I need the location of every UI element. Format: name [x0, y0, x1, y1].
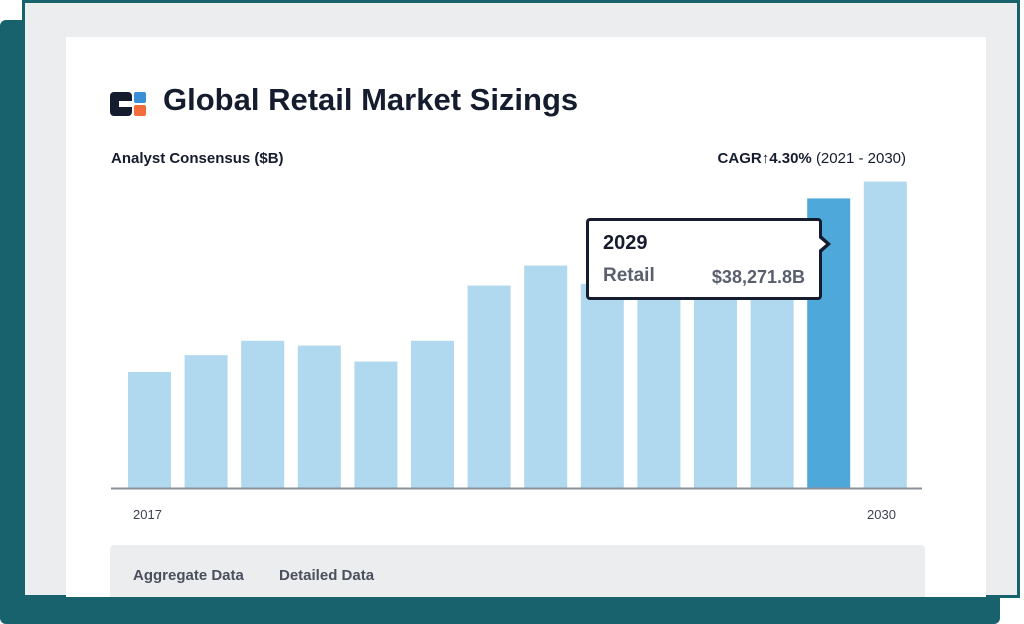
- tooltip-year: 2029: [603, 232, 648, 254]
- bar-2020[interactable]: [297, 345, 341, 488]
- tooltip-series-name: Retail: [603, 265, 655, 286]
- bar-2022[interactable]: [411, 340, 454, 488]
- bar-2024[interactable]: [524, 265, 568, 488]
- chart-tooltip: 2029 Retail $38,271.8B: [586, 218, 831, 300]
- bar-2019[interactable]: [241, 340, 285, 488]
- cagr-range: (2021 - 2030): [815, 150, 906, 167]
- tooltip-value: $38,271.8B: [711, 267, 805, 287]
- bar-2018[interactable]: [184, 355, 228, 488]
- x-tick-label-first: 2017: [133, 507, 162, 522]
- bar-2025[interactable]: [580, 284, 624, 488]
- chart-subtitle: Analyst Consensus ($B): [111, 150, 284, 167]
- bar-2026[interactable]: [637, 285, 681, 488]
- x-tick-label-last: 2030: [867, 507, 896, 522]
- bar-2021[interactable]: [354, 361, 398, 488]
- page-title: Global Retail Market Sizings: [163, 82, 579, 117]
- cagr-summary: CAGR↑4.30% (2021 - 2030): [718, 150, 906, 167]
- bar-2030[interactable]: [863, 181, 907, 488]
- cagr-value: 4.30%: [769, 150, 812, 167]
- cagr-label: CAGR: [717, 150, 762, 167]
- bar-2023[interactable]: [467, 285, 511, 488]
- data-tabs-bar: Aggregate Data Detailed Data: [110, 545, 925, 597]
- trend-up-icon: ↑: [761, 150, 770, 167]
- tab-detailed-data[interactable]: Detailed Data: [279, 567, 375, 584]
- tab-aggregate-data[interactable]: Aggregate Data: [133, 567, 244, 584]
- brand-logo-icon: [110, 92, 146, 116]
- bar-2017[interactable]: [128, 372, 171, 488]
- bar-2027[interactable]: [694, 265, 737, 488]
